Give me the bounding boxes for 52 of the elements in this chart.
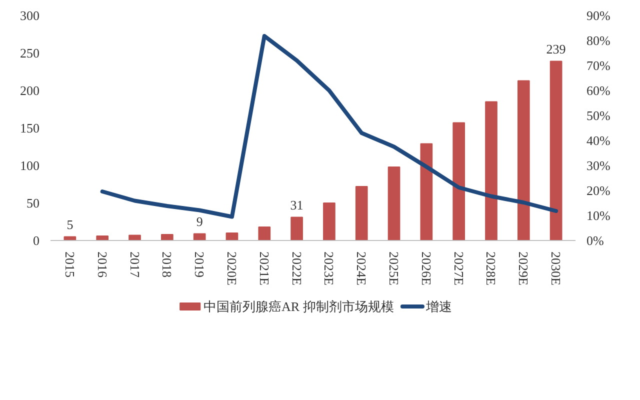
legend-label: 中国前列腺癌AR 抑制剂市场规模 (203, 299, 394, 314)
y-tick-label: 100 (20, 158, 40, 173)
x-tick-label: 2016 (94, 252, 110, 278)
y-tick-label: 0 (33, 233, 40, 248)
data-label: 239 (546, 41, 566, 56)
x-tick-label: 2025E (386, 252, 402, 286)
x-tick-label: 2022E (289, 252, 304, 286)
y-tick-label: 150 (20, 120, 40, 136)
x-tick-label: 2024E (354, 252, 370, 286)
bar (355, 186, 368, 240)
data-label: 5 (66, 216, 74, 232)
y2-tick-label: 40% (586, 133, 610, 148)
x-tick-label: 2023E (322, 252, 337, 286)
bar (420, 143, 433, 240)
bar (388, 166, 400, 240)
data-label: 31 (290, 197, 304, 212)
x-tick-label: 2019 (192, 252, 208, 278)
y2-tick-label: 50% (586, 108, 610, 123)
y2-tick-label: 70% (586, 58, 610, 73)
y-tick-label: 250 (20, 46, 40, 60)
y2-tick-label: 10% (586, 208, 610, 223)
x-tick-label: 2028E (484, 252, 499, 286)
x-tick-label: 2018 (160, 252, 175, 278)
bar (550, 60, 562, 240)
bar (290, 216, 303, 240)
x-tick-label: 2020E (224, 252, 240, 286)
x-tick-label: 2015 (62, 252, 78, 278)
bar (258, 226, 271, 240)
bar (226, 232, 238, 240)
bar (96, 236, 109, 240)
bar (323, 202, 336, 240)
x-tick-label: 2017 (127, 252, 142, 278)
y2-tick-label: 60% (586, 83, 610, 98)
bar (160, 234, 174, 240)
bar (517, 80, 530, 240)
x-tick-label: 2021E (256, 252, 272, 286)
x-tick-label: 2027E (451, 252, 466, 286)
x-tick-label: 2029E (516, 252, 532, 286)
x-tick-label: 2026E (418, 252, 434, 286)
y2-tick-label: 80% (586, 33, 610, 48)
y-tick-label: 50 (26, 196, 40, 210)
y-tick-label: 300 (20, 8, 40, 23)
y-tick-label: 200 (20, 83, 40, 98)
legend-label: 增速 (424, 299, 452, 314)
y2-tick-label: 30% (586, 158, 610, 173)
y2-tick-label: 90% (586, 8, 610, 23)
bar (485, 101, 498, 240)
x-tick-label: 2030E (548, 252, 564, 286)
y2-tick-label: 0% (586, 233, 604, 248)
data-label: 9 (196, 214, 203, 229)
bar (452, 122, 466, 240)
y2-tick-label: 20% (586, 183, 610, 198)
